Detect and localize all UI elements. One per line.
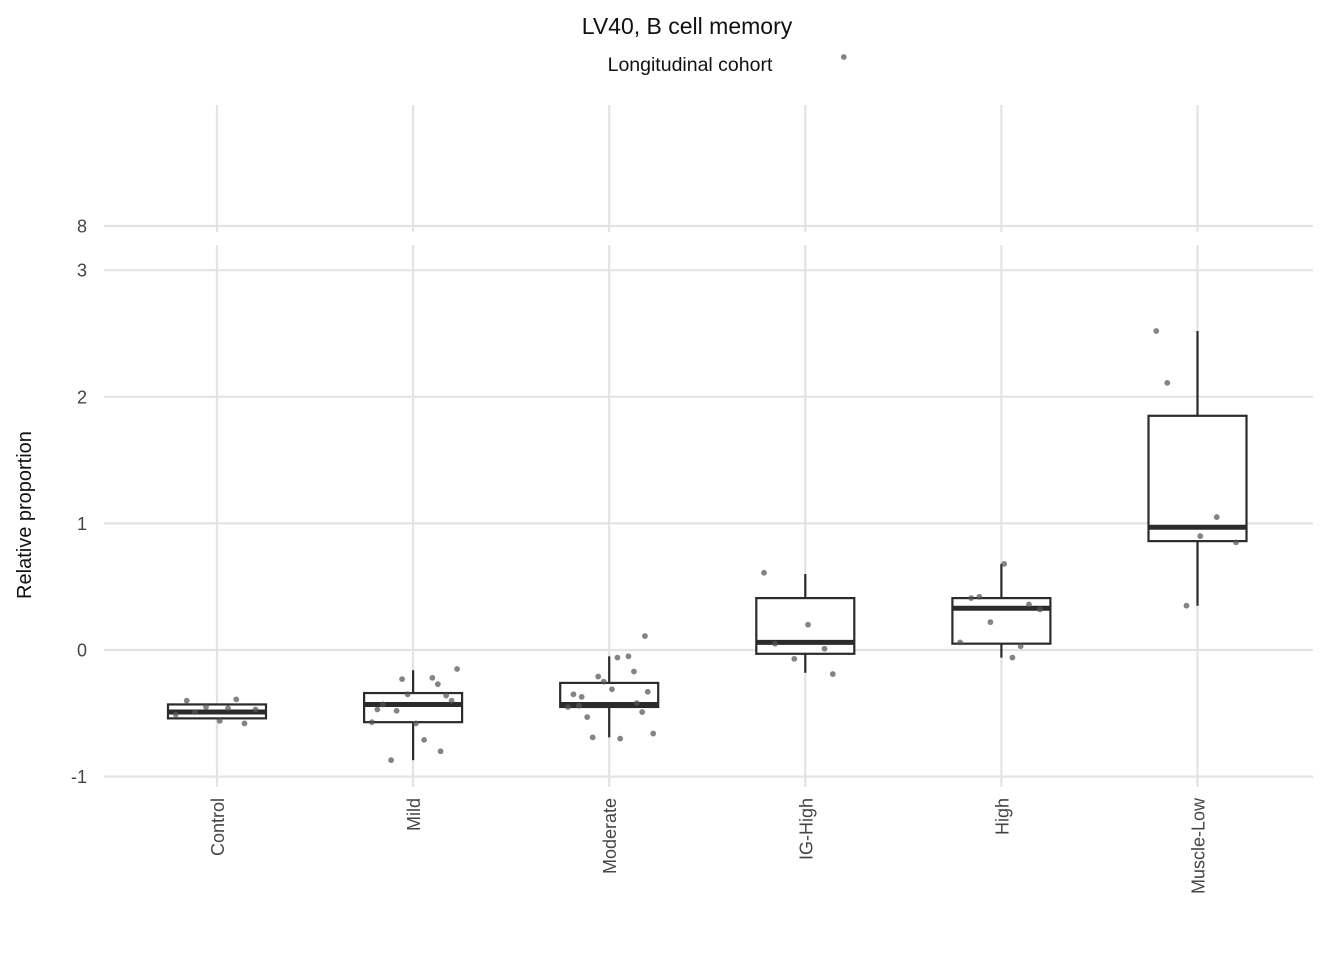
y-tick-label: 2 xyxy=(77,387,87,407)
data-point xyxy=(393,707,400,714)
data-point xyxy=(584,714,591,720)
data-point xyxy=(821,645,828,652)
data-point xyxy=(368,719,375,726)
data-point xyxy=(639,709,646,715)
data-point xyxy=(589,734,596,741)
data-point xyxy=(772,640,778,647)
data-point xyxy=(840,54,847,60)
data-point xyxy=(172,711,179,718)
x-tick-label: Control xyxy=(208,798,228,856)
data-point xyxy=(1001,561,1008,567)
y-tick-label: -1 xyxy=(71,767,87,787)
data-point xyxy=(1037,606,1043,613)
data-point xyxy=(421,736,427,743)
data-point xyxy=(987,619,994,626)
data-point xyxy=(183,697,190,704)
data-point xyxy=(388,757,394,764)
data-point xyxy=(1164,379,1171,386)
data-point xyxy=(203,704,209,710)
data-point xyxy=(644,688,651,695)
data-point xyxy=(625,653,632,660)
data-point xyxy=(565,704,571,710)
x-tick-label: Moderate xyxy=(600,798,620,874)
data-point xyxy=(1017,643,1024,650)
x-tick-label: Muscle-Low xyxy=(1189,797,1209,894)
data-point xyxy=(225,705,231,712)
data-point xyxy=(614,654,621,661)
data-point xyxy=(379,701,386,708)
data-point xyxy=(570,691,577,698)
y-axis-ticks: -1 0 1 2 3 8 xyxy=(71,217,87,788)
y-tick-label: 8 xyxy=(77,217,87,237)
x-axis-ticks: Control Mild Moderate IG-High High Muscle-Low xyxy=(208,797,1209,894)
data-point xyxy=(650,730,657,737)
data-point xyxy=(1153,328,1160,334)
data-point xyxy=(791,655,798,662)
points-layer xyxy=(172,54,1239,764)
data-point xyxy=(829,671,836,677)
data-point xyxy=(805,621,811,628)
data-point xyxy=(968,595,975,601)
boxes-layer xyxy=(166,330,1248,761)
data-point xyxy=(429,674,436,681)
data-point xyxy=(957,639,964,646)
y-tick-label: 1 xyxy=(77,514,87,534)
data-point xyxy=(399,676,405,683)
box-ig-high xyxy=(755,596,856,655)
data-point xyxy=(434,681,441,688)
data-point xyxy=(595,673,602,680)
grid-layer xyxy=(104,105,1313,787)
data-point xyxy=(233,696,240,703)
y-tick-label: 3 xyxy=(77,261,87,281)
data-point xyxy=(576,702,582,709)
x-tick-label: High xyxy=(992,798,1012,835)
data-point xyxy=(216,717,223,724)
data-point xyxy=(976,593,983,600)
chart-subtitle: Longitudinal cohort xyxy=(608,54,773,76)
data-point xyxy=(1026,601,1032,608)
data-point xyxy=(1197,533,1204,539)
box-high xyxy=(951,596,1052,645)
data-point xyxy=(761,569,767,576)
data-point xyxy=(578,693,585,700)
data-point xyxy=(252,706,259,713)
data-point xyxy=(412,720,419,727)
data-point xyxy=(404,691,411,698)
data-point xyxy=(633,700,640,707)
y-tick-label: 0 xyxy=(77,641,87,661)
data-point xyxy=(631,668,637,675)
data-point xyxy=(642,633,648,639)
data-point xyxy=(609,686,615,693)
x-tick-label: Mild xyxy=(404,798,424,831)
box-muscle-low xyxy=(1147,414,1248,543)
data-point xyxy=(617,735,624,742)
data-point xyxy=(437,748,444,755)
data-point xyxy=(374,706,381,713)
data-point xyxy=(241,720,248,727)
data-point xyxy=(1009,654,1016,661)
data-point xyxy=(1233,539,1239,546)
data-point xyxy=(448,697,455,704)
x-tick-label: IG-High xyxy=(796,798,816,860)
y-axis-label: Relative proportion xyxy=(14,431,36,599)
data-point xyxy=(192,709,198,715)
data-point xyxy=(600,678,607,685)
data-point xyxy=(454,666,460,672)
data-point xyxy=(1213,514,1220,520)
data-point xyxy=(1183,602,1190,609)
chart-title: LV40, B cell memory xyxy=(582,13,793,39)
data-point xyxy=(443,692,449,699)
